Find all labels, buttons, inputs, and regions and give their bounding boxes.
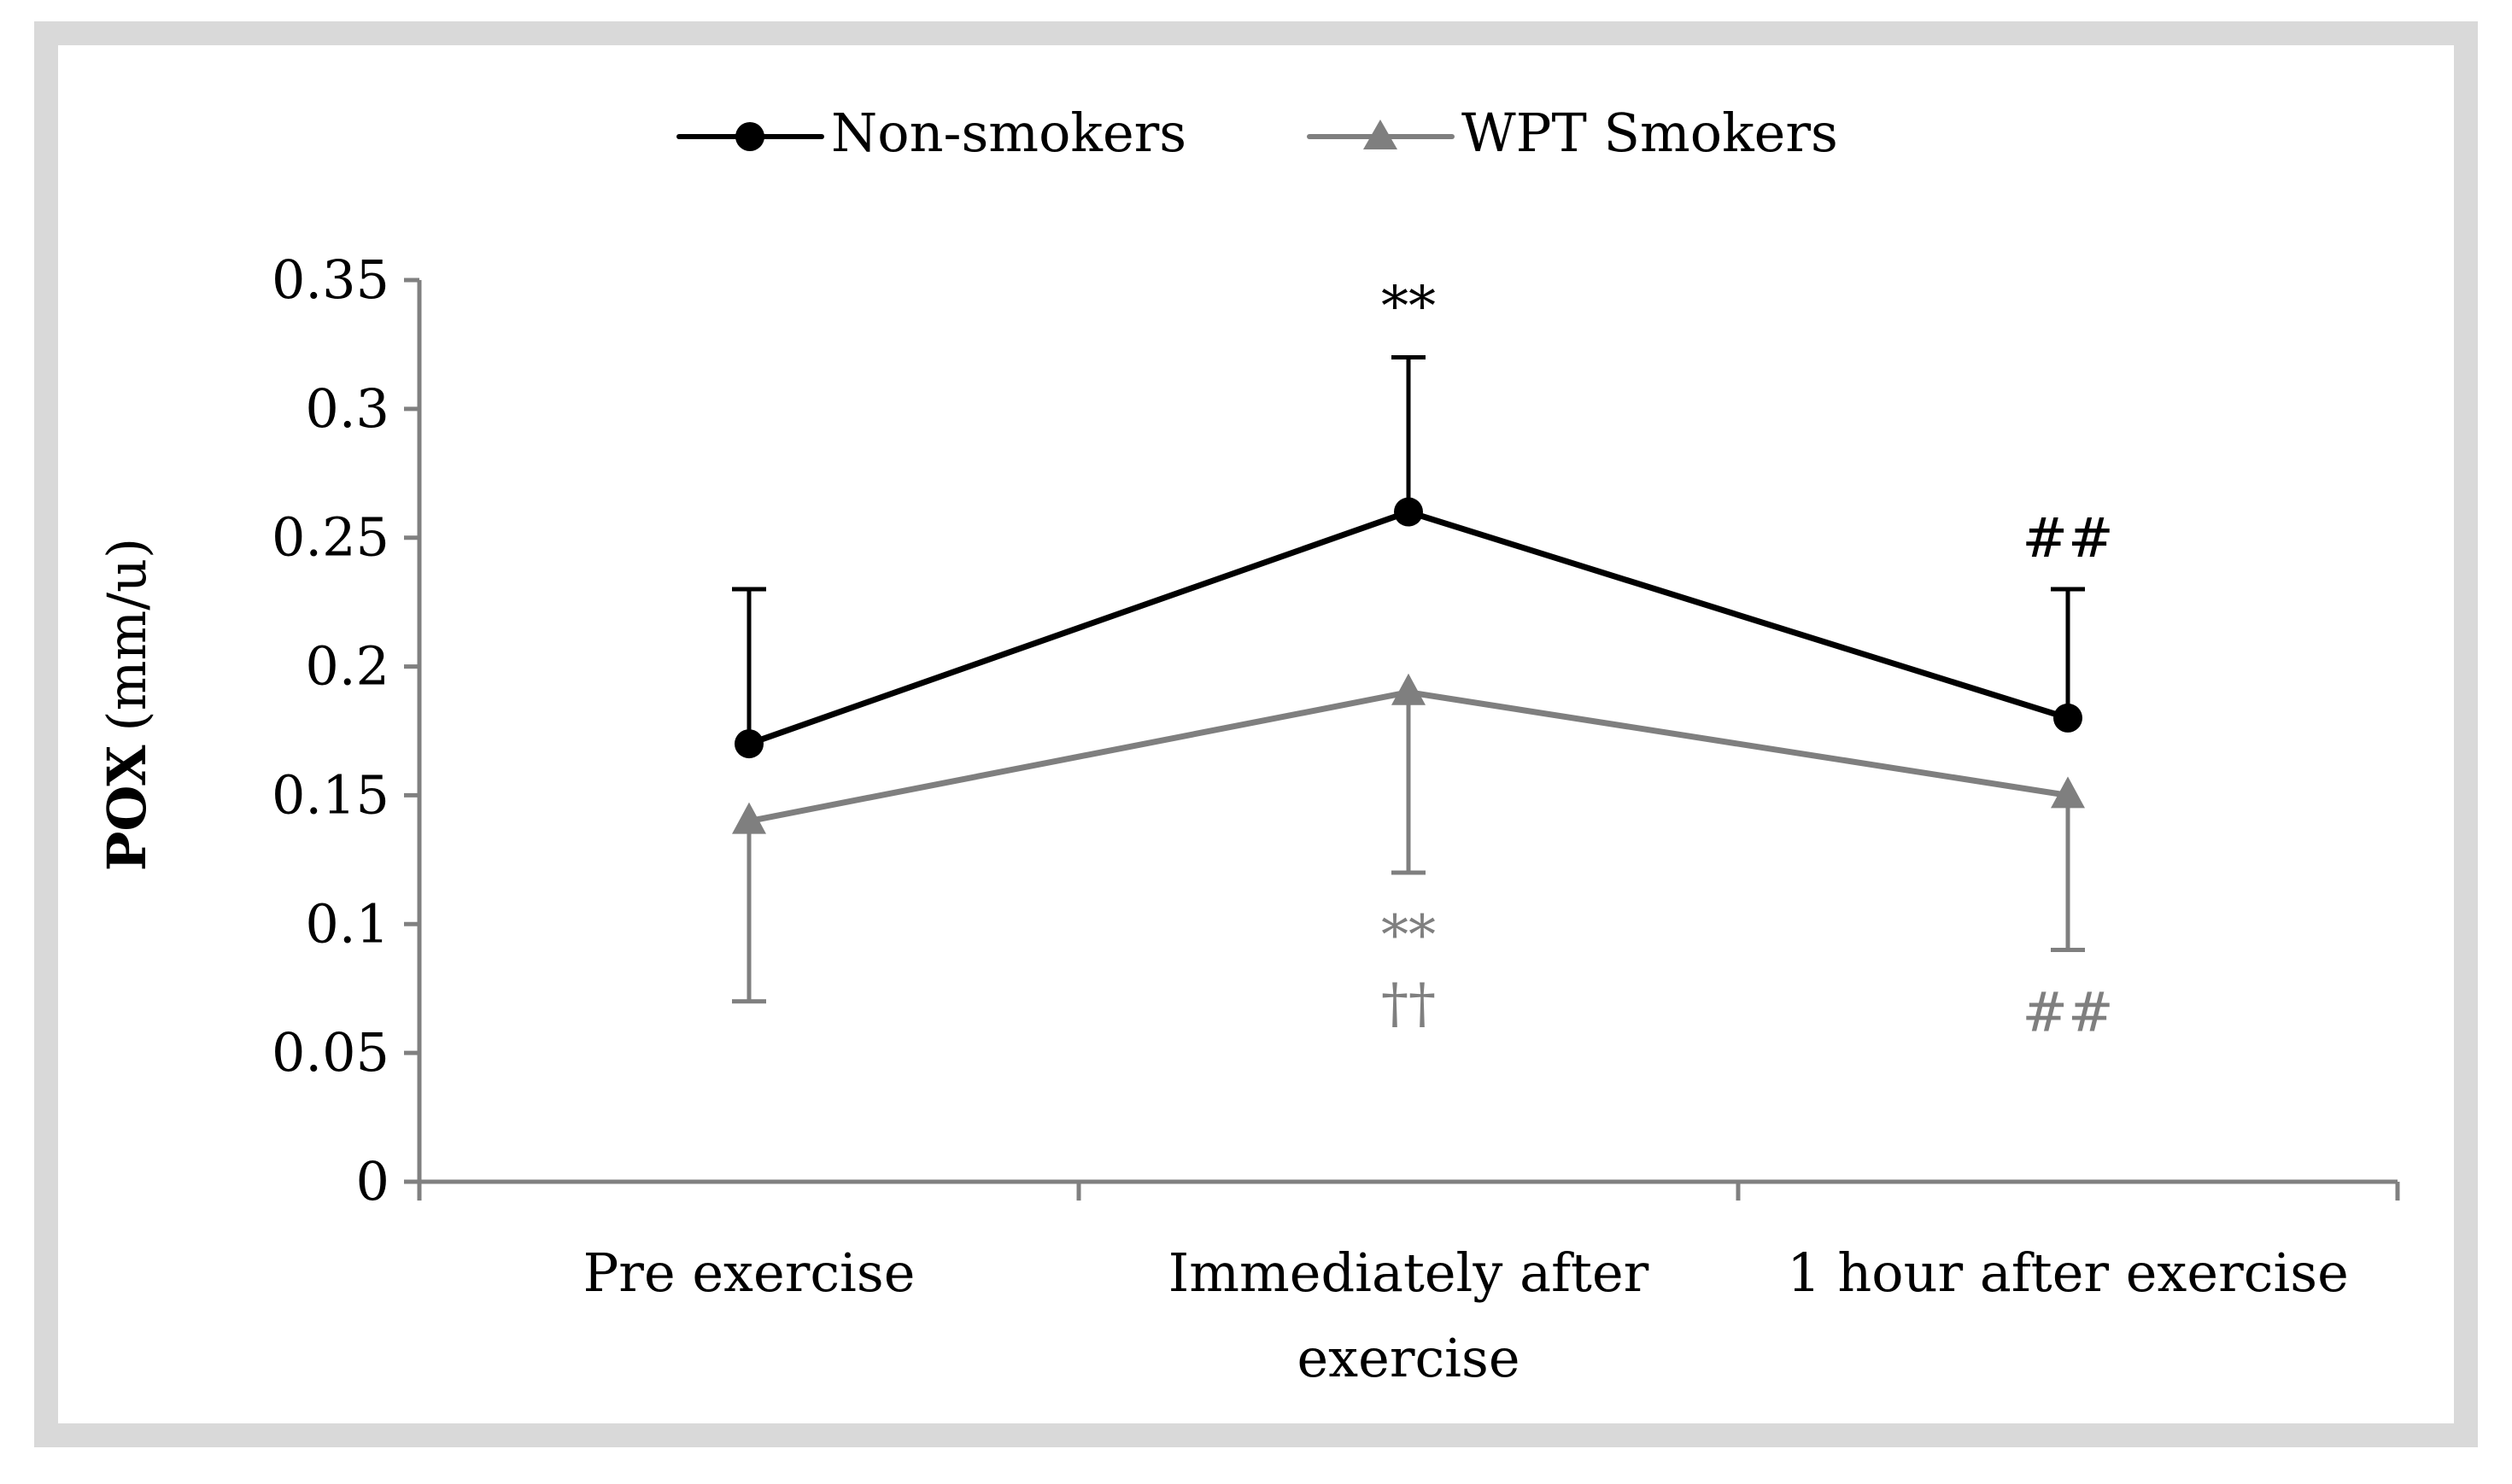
y-tick-label: 0.3 [305,377,389,440]
data-point-non-smokers [2053,703,2082,733]
plot-area: **##**†† ## [732,276,2114,1044]
y-tick-label: 0.25 [272,506,389,569]
x-tick-label: Pre exercise [583,1242,916,1304]
y-axis-title: POX (mm/u) [96,538,158,871]
annotation-non-smokers: ## [2022,507,2113,570]
axes [417,280,2398,1184]
y-ticks: 0 0.05 0.1 0.15 0.2 0.25 0.3 0.35 [272,248,419,1212]
x-tick-label: exercise [1297,1327,1519,1389]
y-tick-label: 0.15 [272,763,389,826]
annotation-wpt-smokers: †† [1381,973,1436,1036]
legend-marker-wpt-smokers [1363,120,1397,149]
data-point-wpt-smokers [732,802,766,834]
legend-label-non-smokers: Non-smokers [831,102,1186,164]
y-tick-label: 0.1 [305,892,389,955]
y-axis-title-unit: (mm/u) [96,538,158,732]
y-axis-title-bold: POX [96,745,158,872]
annotation-wpt-smokers: ** [1381,904,1436,967]
y-tick-label: 0 [356,1150,389,1212]
annotation-non-smokers: ** [1381,276,1436,339]
x-tick-label: 1 hour after exercise [1787,1242,2349,1304]
data-point-non-smokers [1394,497,1423,527]
x-tick-label: Immediately after [1168,1242,1649,1304]
y-tick-label: 0.35 [272,248,389,311]
data-point-wpt-smokers [1391,673,1426,705]
legend: Non-smokers WPT Smokers [676,102,1838,164]
chart-frame [34,21,2478,1447]
annotation-wpt-smokers: ## [2022,981,2113,1044]
legend-item-wpt-smokers: WPT Smokers [1307,102,1838,164]
x-category-labels: Pre exercise Immediately after exercise 1 h… [583,1242,2349,1389]
legend-label-wpt-smokers: WPT Smokers [1461,102,1838,164]
legend-item-non-smokers: Non-smokers [676,102,1186,164]
y-tick-label: 0.2 [305,635,389,698]
x-ticks [417,1182,2400,1201]
data-point-wpt-smokers [2051,776,2085,809]
data-point-non-smokers [735,729,764,759]
legend-marker-non-smokers [735,122,764,151]
y-tick-label: 0.05 [272,1021,389,1084]
